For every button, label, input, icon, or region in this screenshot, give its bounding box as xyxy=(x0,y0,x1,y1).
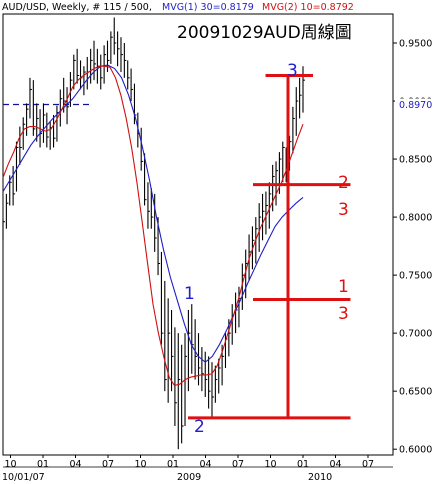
x-tick-label: 01 xyxy=(167,459,179,470)
y-axis: 0.95000.90000.85000.80000.75000.70000.65… xyxy=(393,39,435,456)
y-tick-label: 0.6500 xyxy=(399,387,432,398)
y-tick-label: 0.8500 xyxy=(399,155,432,166)
x-tick-label: 10 xyxy=(134,459,146,470)
ma10-line xyxy=(2,65,304,387)
ratio-top-numerator: 2 xyxy=(338,173,349,193)
x-tick-label: 07 xyxy=(232,459,244,470)
current-price-label: 0.8970 xyxy=(399,100,432,111)
year-label-start: 10/01/07 xyxy=(2,472,45,483)
header-symbol: AUD/USD xyxy=(2,2,46,13)
year-label-2009: 2009 xyxy=(177,472,201,483)
wave-2-label: 2 xyxy=(194,417,205,437)
x-tick-label: 04 xyxy=(199,459,211,470)
ma10-label: MVG(2) 10=0.8792 xyxy=(262,2,354,13)
x-tick-label: 01 xyxy=(37,459,49,470)
ratio-top-denominator: 3 xyxy=(338,200,349,220)
price-bars xyxy=(2,17,305,450)
fib-annotation-group xyxy=(188,74,351,420)
wave-3-label: 3 xyxy=(287,61,298,81)
y-tick-label: 0.8000 xyxy=(399,213,432,224)
x-tick-label: 07 xyxy=(362,459,374,470)
year-label-2010: 2010 xyxy=(308,472,332,483)
x-tick-label: 10 xyxy=(264,459,276,470)
y-tick-label: 0.9500 xyxy=(399,39,432,50)
ratio-bottom-denominator: 3 xyxy=(338,304,349,324)
header-info: , Weekly, # 115 / 500, xyxy=(46,2,152,13)
ma30-label: MVG(1) 30=0.8179 xyxy=(162,2,254,13)
moving-averages xyxy=(2,64,304,387)
ratio-bottom-numerator: 1 xyxy=(338,277,349,297)
x-tick-label: 01 xyxy=(297,459,309,470)
wave-1-label: 1 xyxy=(184,284,195,304)
y-tick-label: 0.7500 xyxy=(399,271,432,282)
x-axis: 10 01 04 07 10 01 04 07 10 01 04 07 10/01/07 2009 2010 xyxy=(2,455,393,483)
current-price-box xyxy=(395,98,435,111)
x-tick-label: 04 xyxy=(329,459,341,470)
y-tick-label: 0.7000 xyxy=(399,329,432,340)
ma30-line xyxy=(2,64,304,363)
x-tick-label: 04 xyxy=(69,459,81,470)
x-tick-label: 10 xyxy=(4,459,16,470)
y-tick-label: 0.6000 xyxy=(399,445,432,456)
x-tick-label: 07 xyxy=(102,459,114,470)
chart-title: 20091029AUD周線圖 xyxy=(177,23,352,43)
